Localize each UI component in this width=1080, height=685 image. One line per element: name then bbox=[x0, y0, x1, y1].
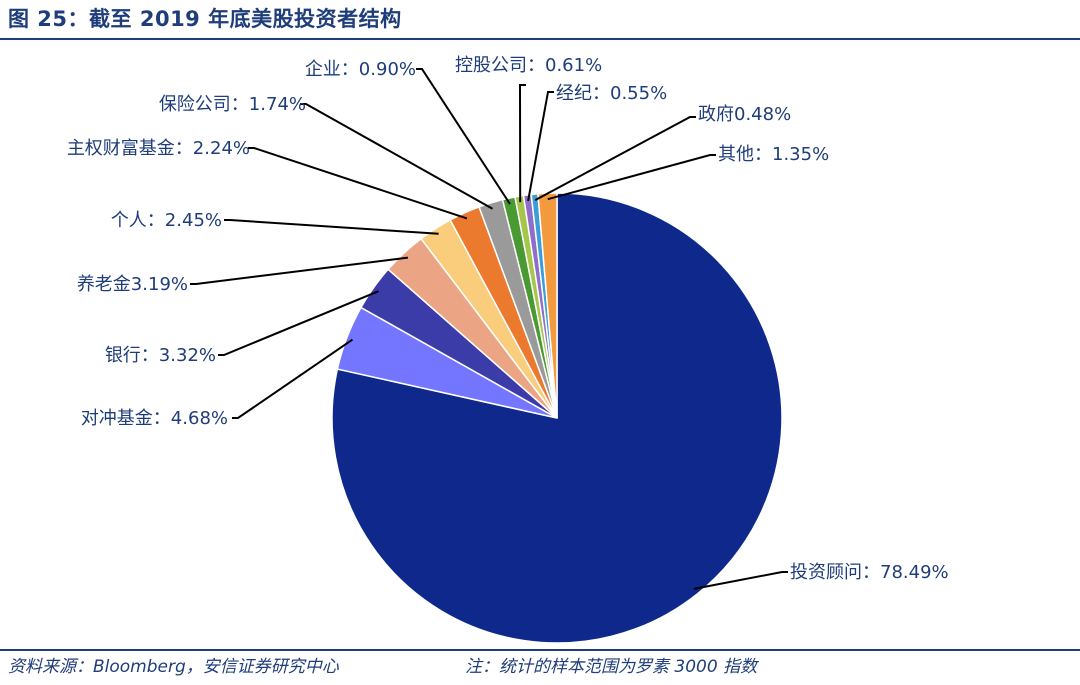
leader-line-5 bbox=[248, 147, 468, 220]
slice-label-7: 企业：0.90% bbox=[305, 59, 416, 80]
slice-label-10: 政府0.48% bbox=[698, 104, 791, 125]
leader-line-8 bbox=[518, 84, 526, 203]
slice-label-1: 对冲基金：4.68% bbox=[81, 408, 228, 429]
slice-label-2: 银行：3.32% bbox=[105, 345, 216, 366]
leader-line-3 bbox=[190, 256, 409, 285]
footer-divider bbox=[0, 649, 1080, 651]
source-note: 资料来源：Bloomberg，安信证券研究中心 bbox=[8, 657, 339, 677]
slice-labels: 投资顾问：78.49% 对冲基金：4.68% 银行：3.32% 养老金3.19% 个人：… bbox=[67, 55, 949, 583]
leader-line-1 bbox=[232, 338, 354, 419]
leader-line-9 bbox=[527, 91, 554, 202]
figure-title: 图 25：截至 2019 年底美股投资者结构 bbox=[8, 7, 402, 31]
leader-line-4 bbox=[224, 219, 439, 235]
leader-line-0 bbox=[693, 571, 788, 590]
leader-line-6 bbox=[300, 103, 493, 210]
pie-slices bbox=[331, 192, 783, 644]
slice-label-11: 其他：1.35% bbox=[718, 144, 829, 165]
slice-label-8: 控股公司：0.61% bbox=[455, 55, 602, 76]
slice-label-3: 养老金3.19% bbox=[77, 274, 188, 295]
leader-line-7 bbox=[416, 68, 511, 205]
pie-slice-0 bbox=[331, 192, 783, 644]
slice-label-9: 经纪：0.55% bbox=[556, 83, 667, 104]
slice-label-0: 投资顾问：78.49% bbox=[790, 562, 949, 583]
slice-label-6: 保险公司：1.74% bbox=[159, 94, 306, 115]
leader-line-10 bbox=[534, 116, 696, 201]
slice-label-5: 主权财富基金：2.24% bbox=[67, 138, 250, 159]
slice-label-4: 个人：2.45% bbox=[111, 210, 222, 231]
leader-line-11 bbox=[547, 154, 716, 201]
leader-line-2 bbox=[218, 290, 379, 356]
sample-note: 注：统计的样本范围为罗素 3000 指数 bbox=[465, 657, 758, 677]
title-divider bbox=[0, 38, 1080, 40]
leader-lines bbox=[190, 68, 788, 590]
